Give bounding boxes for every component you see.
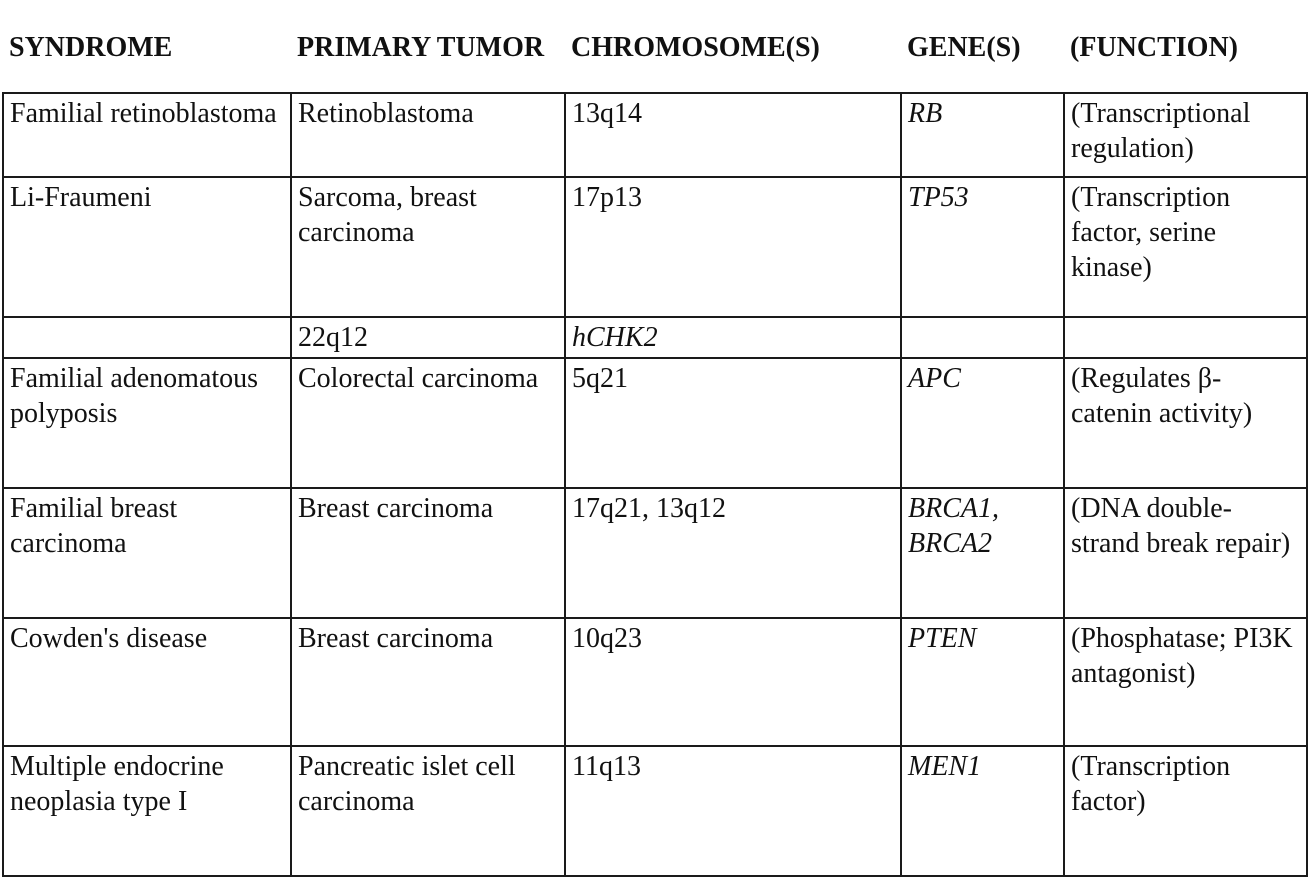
cell-primary-tumor: Breast carcinoma (290, 617, 566, 747)
cell-function: (Transcription factor) (1063, 745, 1308, 877)
cell-syndrome: Familial retinoblastoma (2, 92, 292, 178)
cell-primary-tumor: 22q12 (290, 316, 566, 359)
cell-primary-tumor: Breast carcinoma (290, 487, 566, 619)
cell-chromosomes: 17p13 (564, 176, 902, 318)
cell-genes: BRCA1, BRCA2 (900, 487, 1065, 619)
table-row: Familial adenomatous polyposis Colorecta… (2, 357, 1308, 489)
cell-function: (DNA double-strand break repair) (1063, 487, 1308, 619)
cell-genes: RB (900, 92, 1065, 178)
cell-function: (Regulates β-catenin activity) (1063, 357, 1308, 489)
header-primary-tumor: PRIMARY TUMOR (291, 3, 565, 94)
cell-primary-tumor: Retinoblastoma (290, 92, 566, 178)
cell-chromosomes: 13q14 (564, 92, 902, 178)
cell-chromosomes: 5q21 (564, 357, 902, 489)
cell-syndrome (2, 316, 292, 359)
cell-chromosomes: 17q21, 13q12 (564, 487, 902, 619)
cell-syndrome: Familial breast carcinoma (2, 487, 292, 619)
cell-chromosomes: 11q13 (564, 745, 902, 877)
table-row: Multiple endocrine neoplasia type I Panc… (2, 745, 1308, 877)
header-syndrome: SYNDROME (3, 3, 291, 94)
cell-chromosomes: 10q23 (564, 617, 902, 747)
table-header-row: SYNDROME PRIMARY TUMOR CHROMOSOME(S) GEN… (3, 3, 1307, 94)
table-row: Cowden's disease Breast carcinoma 10q23 … (2, 617, 1308, 747)
cell-genes: TP53 (900, 176, 1065, 318)
cell-primary-tumor: Colorectal carcinoma (290, 357, 566, 489)
cell-function: (Transcriptional regulation) (1063, 92, 1308, 178)
cell-function: (Phosphatase; PI3K antagonist) (1063, 617, 1308, 747)
cell-chromosomes: hCHK2 (564, 316, 902, 359)
cell-primary-tumor: Pancreatic islet cell carcinoma (290, 745, 566, 877)
cell-function (1063, 316, 1308, 359)
table-row: 22q12 hCHK2 (2, 316, 1308, 359)
header-chromosomes: CHROMOSOME(S) (565, 3, 901, 94)
header-function: (FUNCTION) (1064, 3, 1307, 94)
cell-genes: PTEN (900, 617, 1065, 747)
header-genes: GENE(S) (901, 3, 1064, 94)
cell-genes (900, 316, 1065, 359)
cell-syndrome: Cowden's disease (2, 617, 292, 747)
cell-primary-tumor: Sarcoma, breast carcinoma (290, 176, 566, 318)
cell-syndrome: Li-Fraumeni (2, 176, 292, 318)
table-row: Familial breast carcinoma Breast carcino… (2, 487, 1308, 619)
table-row: Li-Fraumeni Sarcoma, breast carcinoma 17… (2, 176, 1308, 318)
cell-syndrome: Familial adenomatous polyposis (2, 357, 292, 489)
cell-function: (Transcription factor, serine kinase) (1063, 176, 1308, 318)
cell-genes: MEN1 (900, 745, 1065, 877)
cell-genes: APC (900, 357, 1065, 489)
table-row: Familial retinoblastoma Retinoblastoma 1… (2, 92, 1308, 178)
syndrome-table: SYNDROME PRIMARY TUMOR CHROMOSOME(S) GEN… (2, 3, 1308, 877)
cell-syndrome: Multiple endocrine neoplasia type I (2, 745, 292, 877)
